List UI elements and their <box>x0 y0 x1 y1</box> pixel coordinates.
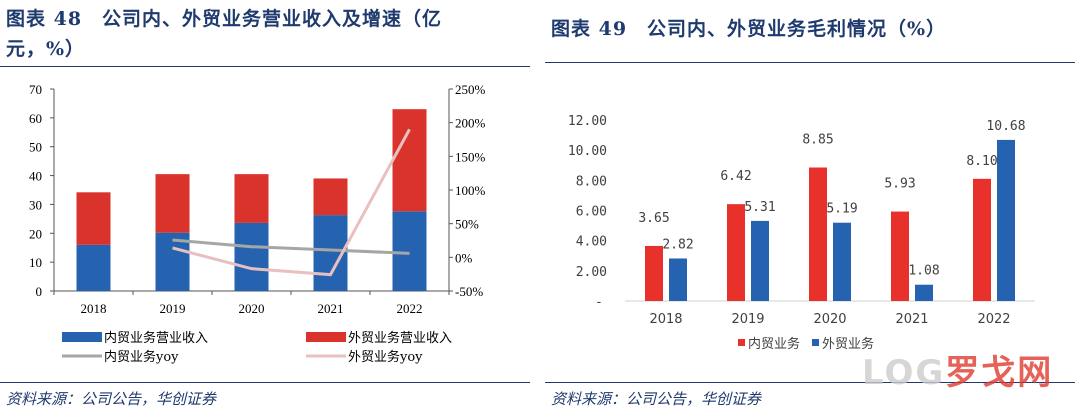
bar-foreign <box>234 174 269 223</box>
y2-tick-label: -50% <box>455 284 483 299</box>
divider <box>545 62 1075 63</box>
divider <box>0 66 530 67</box>
bar-foreign <box>915 284 933 301</box>
x-tick-label: 2020 <box>813 312 846 327</box>
bar-domestic <box>891 211 909 301</box>
title-line-2: 元，%） <box>6 38 86 60</box>
data-label: 5.31 <box>744 200 775 215</box>
y-tick-label: - <box>595 295 603 310</box>
bar-foreign <box>313 178 348 216</box>
divider <box>0 382 530 383</box>
y2-tick-label: 200% <box>455 116 486 131</box>
bar-foreign <box>669 258 687 301</box>
x-tick-label: 2018 <box>81 301 107 316</box>
title-line-1: 图表 48 公司内、外贸业务营业收入及增速（亿 <box>6 8 443 30</box>
line-foreign-yoy <box>172 128 411 277</box>
legend-label: 外贸业务yoy <box>348 349 423 365</box>
y-tick-label: 0 <box>36 284 43 299</box>
left-panel: 图表 48 公司内、外贸业务营业收入及增速（亿 元，%） 0 10 20 30 40 50 6… <box>0 4 530 408</box>
legend-label: 内贸业务 <box>748 336 800 352</box>
bar-foreign <box>751 220 769 301</box>
bar-domestic <box>234 222 269 291</box>
legend-label: 内贸业务营业收入 <box>104 330 208 346</box>
data-label: 6.42 <box>720 169 751 184</box>
y-tick-label: 20 <box>29 226 42 241</box>
x-tick-label: 2021 <box>318 301 344 316</box>
y2-tick-label: 250% <box>455 82 486 97</box>
bar-foreign <box>997 139 1015 301</box>
x-tick-label: 2018 <box>649 312 682 327</box>
bar-domestic <box>645 245 663 301</box>
y-tick-label: 12.00 <box>568 114 607 129</box>
legend-swatch <box>812 339 819 346</box>
watermark-logo: LOG罗戈网 <box>862 353 1054 393</box>
y2-tick-label: 50% <box>455 217 479 232</box>
data-label: 2.82 <box>662 237 693 252</box>
source-note: 资料来源：公司公告，华创证券 <box>551 390 762 408</box>
y2-tick-label: 150% <box>455 149 486 164</box>
x-tick-label: 2019 <box>160 301 186 316</box>
y-tick-label: 30 <box>29 197 42 212</box>
right-panel: 图表 49 公司内、外贸业务毛利情况（%） - 2.00 4.00 6.00 8.00 1… <box>545 0 1080 417</box>
bar-foreign <box>155 174 190 233</box>
data-label: 1.08 <box>908 264 939 279</box>
y2-tick-label: 100% <box>455 183 486 198</box>
bar-domestic <box>392 211 427 291</box>
legend-swatch <box>62 332 102 342</box>
y-tick-label: 50 <box>29 140 42 155</box>
x-tick-label: 2021 <box>895 312 928 327</box>
y-tick-label: 10 <box>29 255 42 270</box>
data-label: 3.65 <box>638 211 669 226</box>
bar-domestic <box>973 178 991 301</box>
data-label: 5.93 <box>884 177 915 192</box>
right-chart-title: 图表 49 公司内、外贸业务毛利情况（%） <box>551 18 947 40</box>
y-tick-label: 70 <box>29 82 42 97</box>
gross-profit-chart: - 2.00 4.00 6.00 8.00 10.00 12.00 2018 2019 2020 2… <box>568 114 1035 352</box>
legend-swatch <box>306 332 346 342</box>
line-domestic-yoy <box>172 238 410 255</box>
y-tick-label: 40 <box>29 169 42 184</box>
legend-label: 外贸业务营业收入 <box>348 330 452 346</box>
y-tick-label: 60 <box>29 111 42 126</box>
source-note: 资料来源：公司公告，华创证券 <box>6 390 217 408</box>
legend-label: 外贸业务 <box>822 336 874 352</box>
bar-domestic <box>76 244 111 291</box>
left-chart-title: 图表 48 公司内、外贸业务营业收入及增速（亿 元，%） <box>6 4 442 64</box>
y-tick-label: 10.00 <box>568 144 607 159</box>
revenue-chart: 0 10 20 30 40 50 60 70 -50% 0% 50% 100% 150% 200% 250%… <box>29 82 486 365</box>
data-label: 10.68 <box>986 119 1025 134</box>
bar-domestic <box>727 204 745 301</box>
legend-swatch <box>738 339 745 346</box>
bar-foreign <box>76 192 111 245</box>
x-tick-label: 2019 <box>731 312 764 327</box>
y-tick-label: 8.00 <box>576 174 607 189</box>
y2-tick-label: 0% <box>455 250 473 265</box>
data-label: 5.19 <box>826 202 857 217</box>
divider <box>545 382 1075 383</box>
y-tick-label: 4.00 <box>576 235 607 250</box>
y-tick-label: 2.00 <box>576 265 607 280</box>
x-tick-label: 2022 <box>397 301 423 316</box>
legend-label: 内贸业务yoy <box>104 349 179 365</box>
data-label: 8.10 <box>966 154 997 169</box>
data-label: 8.85 <box>802 133 833 148</box>
bar-foreign <box>392 109 427 212</box>
bar-foreign <box>833 222 851 301</box>
y-tick-label: 6.00 <box>576 205 607 220</box>
bar-domestic <box>809 167 827 301</box>
x-tick-label: 2020 <box>239 301 265 316</box>
x-tick-label: 2022 <box>977 312 1010 327</box>
